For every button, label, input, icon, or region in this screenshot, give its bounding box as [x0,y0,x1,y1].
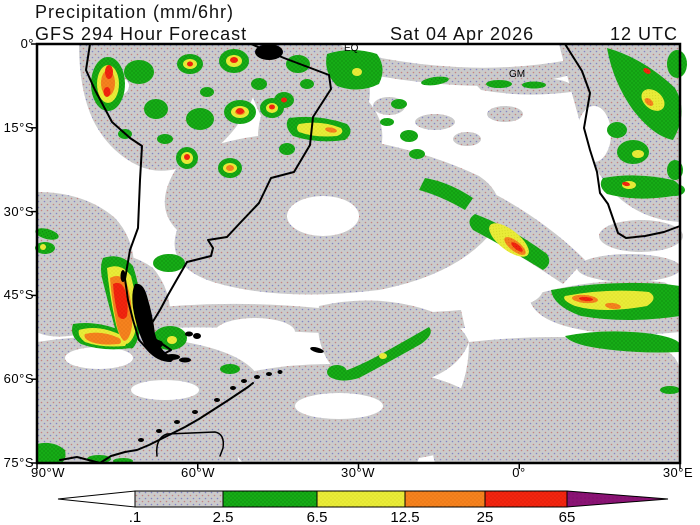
islands [120,44,324,442]
precipitation-color-scale: .1 2.5 6.5 12.5 25 65 [57,490,669,525]
coastlines [59,43,681,464]
legend-tick: 6.5 [307,509,328,525]
lat-label: 0° [20,36,34,51]
lat-label: 75°S [3,455,34,470]
map-frame [31,42,682,469]
lat-label: 45°S [3,287,34,302]
forecast-map: EQ GM [31,42,687,469]
precip-red-layer [103,57,651,319]
ice-shelf-outline [155,431,225,457]
lon-label: 30°W [341,465,375,480]
lat-label: 30°S [3,204,34,219]
legend-tick: 2.5 [213,509,234,525]
africa-coastline [564,43,681,239]
lat-label: 60°S [3,371,34,386]
legend-band-extreme [566,490,669,508]
legend-tick: 65 [559,509,576,525]
valid-date: Sat 04 Apr 2026 [390,24,535,44]
antarctic-peninsula-coastline [59,382,254,464]
lon-label: 0° [512,465,526,480]
south-america-coastline [85,43,332,358]
lat-label: 15°S [3,120,34,135]
lon-label: 60°W [181,465,215,480]
lon-label: 90°W [31,465,65,480]
legend-band-heavy [316,490,406,508]
legend-tick: .1 [129,509,142,525]
forecast-subtitle: GFS 294 Hour Forecast [35,24,248,44]
legend-band-moderate [222,490,318,508]
legend-band-below-min [57,490,136,508]
greenwich-meridian-label: GM [509,69,525,80]
lon-label: 30°E [662,465,694,480]
legend-tick: 12.5 [390,509,419,525]
legend-tick: 25 [477,509,494,525]
legend-band-intense [484,490,568,508]
legend-band-light [134,490,224,508]
page-title: Precipitation (mm/6hr) [35,2,235,22]
axis-ticks [31,43,681,469]
equator-label: EQ [344,43,359,54]
valid-time: 12 UTC [610,24,679,44]
map-annotations: EQ GM [344,43,525,80]
legend-band-very-heavy [404,490,486,508]
legend-tick-labels: .1 2.5 6.5 12.5 25 65 [129,509,576,525]
